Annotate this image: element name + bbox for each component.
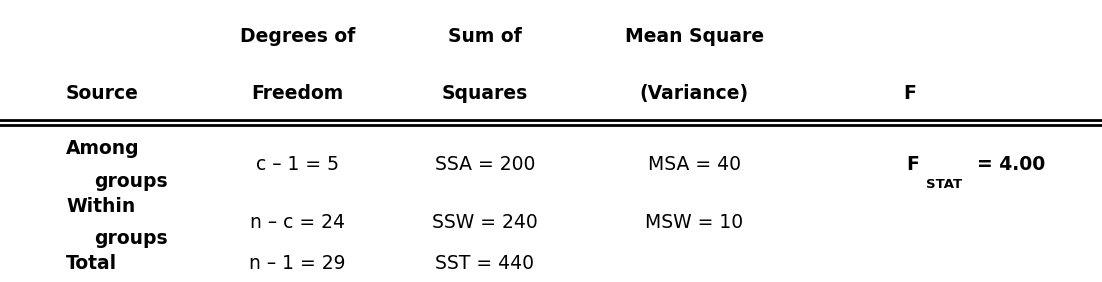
- Text: Freedom: Freedom: [251, 83, 344, 103]
- Text: n – c = 24: n – c = 24: [250, 213, 345, 232]
- Text: Degrees of: Degrees of: [240, 27, 355, 46]
- Text: Among: Among: [66, 139, 140, 158]
- Text: Source: Source: [66, 83, 139, 103]
- Text: groups: groups: [94, 172, 168, 191]
- Text: MSW = 10: MSW = 10: [645, 213, 744, 232]
- Text: Within: Within: [66, 197, 136, 216]
- Text: MSA = 40: MSA = 40: [648, 155, 741, 175]
- Text: Sum of: Sum of: [449, 27, 521, 46]
- Text: SSW = 240: SSW = 240: [432, 213, 538, 232]
- Text: Mean Square: Mean Square: [625, 27, 764, 46]
- Text: Total: Total: [66, 254, 117, 273]
- Text: Squares: Squares: [442, 83, 528, 103]
- Text: SSA = 200: SSA = 200: [434, 155, 536, 175]
- Text: STAT: STAT: [926, 178, 962, 191]
- Text: (Variance): (Variance): [639, 83, 749, 103]
- Text: = 4.00: = 4.00: [977, 155, 1046, 175]
- Text: n – 1 = 29: n – 1 = 29: [249, 254, 346, 273]
- Text: SST = 440: SST = 440: [435, 254, 534, 273]
- Text: F: F: [906, 155, 919, 175]
- Text: c – 1 = 5: c – 1 = 5: [256, 155, 339, 175]
- Text: F: F: [904, 83, 917, 103]
- Text: groups: groups: [94, 230, 168, 248]
